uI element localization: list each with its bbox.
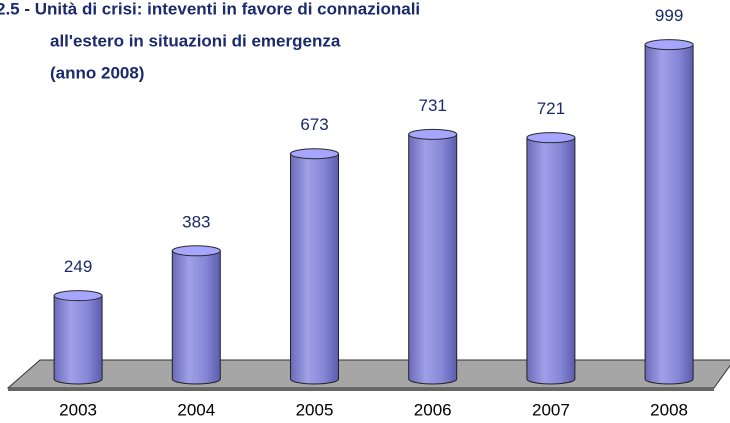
- bar: [526, 132, 576, 385]
- cylinder-top: [290, 148, 339, 160]
- cylinder-top: [53, 290, 103, 302]
- x-tick-label: 2003: [59, 400, 97, 419]
- cylinder-body: [53, 295, 103, 385]
- value-label: 249: [64, 257, 92, 276]
- bar: [290, 148, 339, 385]
- cylinder-body: [408, 133, 458, 385]
- x-tick-label: 2004: [177, 400, 215, 419]
- chart-title: 2.5 - Unità di crisi: inteventi in favor…: [0, 0, 420, 18]
- x-tick-label: 2008: [650, 400, 688, 419]
- cylinder-body: [290, 153, 339, 385]
- bar: [408, 128, 458, 385]
- bar: [53, 290, 103, 385]
- x-tick-label: 2006: [414, 400, 452, 419]
- bar: [171, 245, 221, 385]
- value-label: 731: [419, 96, 447, 115]
- x-tick-label: 2005: [296, 400, 334, 419]
- bar: [644, 39, 694, 385]
- floor-edge: [8, 388, 714, 391]
- cylinder-body: [526, 137, 576, 385]
- value-label: 383: [182, 212, 210, 231]
- cylinder-body: [171, 250, 221, 385]
- cylinder-top: [171, 245, 221, 257]
- cylinder-top: [526, 132, 576, 144]
- x-tick-label: 2007: [532, 400, 570, 419]
- cylinder-body: [644, 44, 694, 385]
- value-label: 999: [655, 6, 683, 25]
- floor: [6, 359, 730, 389]
- cylinder-top: [408, 128, 458, 140]
- value-label: 721: [537, 99, 565, 118]
- chart-title: (anno 2008): [50, 63, 144, 82]
- value-label: 673: [300, 115, 328, 134]
- cylinder-top: [644, 39, 694, 51]
- chart-title: all'estero in situazioni di emergenza: [50, 31, 341, 50]
